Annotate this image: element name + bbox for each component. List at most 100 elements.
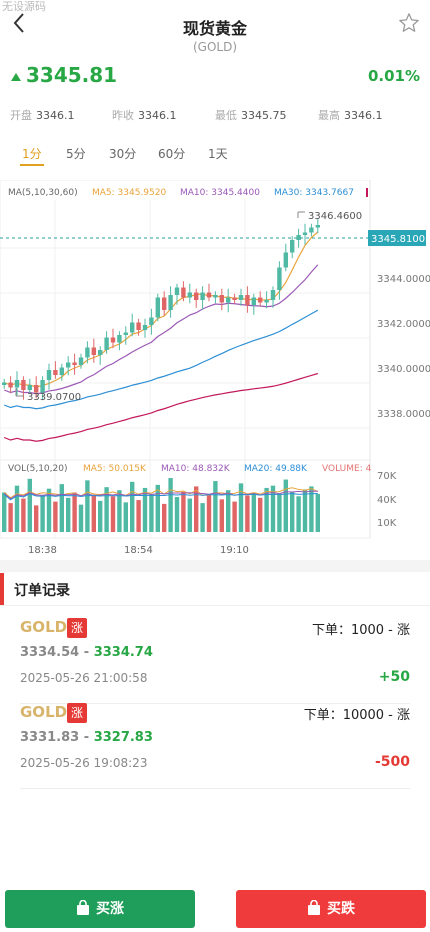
volume-bar [232, 501, 237, 532]
buy-down-button[interactable]: 买跌 [236, 890, 426, 928]
buy-down-label: 买跌 [327, 901, 355, 917]
volume-bar [245, 495, 250, 532]
candle-body [155, 297, 160, 318]
tab-30min[interactable]: 30分 [109, 147, 137, 161]
order-price-separator: - [83, 645, 90, 660]
ma10-line [3, 264, 319, 395]
volume-bar [226, 490, 231, 532]
orders-title: 订单记录 [14, 583, 70, 599]
volume-bar [53, 501, 58, 532]
volume-bar [168, 478, 173, 532]
chevron-left-icon [13, 13, 24, 33]
order-close-price: 3327.83 [93, 730, 153, 745]
vol-legend-ma10: MA10: 48.832K [161, 464, 231, 474]
candle-body [46, 370, 52, 380]
high-marker-label: 3346.4600 [308, 211, 362, 222]
ma-legend-label: MA(5,10,30,60) [8, 188, 78, 198]
order-price-separator: - [83, 730, 90, 745]
candle-body [251, 297, 256, 305]
vol-legend-volume: VOLUME: 4 [322, 464, 372, 474]
order-close-price: 3334.74 [93, 645, 153, 660]
order-item[interactable]: GOLD 涨 下单：10000 - 涨 3331.83 - 3327.83 20… [20, 703, 410, 789]
volume-bar [8, 503, 13, 532]
candle-body [309, 227, 314, 233]
candle-body [302, 232, 308, 235]
candle-body [72, 362, 77, 365]
volume-bar [78, 504, 84, 532]
title-block: 现货黄金 (GOLD) [0, 15, 430, 54]
volume-bar [187, 498, 192, 532]
kline-chart[interactable]: MA(5,10,30,60) MA5: 3345.9520 MA10: 3345.4… [0, 179, 430, 560]
stat-low: 最低 3345.75 [215, 107, 287, 123]
volume-bar [174, 497, 180, 532]
volume-bar [264, 487, 269, 532]
candle-body [98, 350, 103, 355]
back-button[interactable] [12, 12, 32, 36]
vol-axis-label: 10K [377, 518, 397, 529]
volume-bar [14, 485, 20, 532]
candle-body [14, 380, 20, 388]
candle-body [232, 297, 237, 300]
candle-body [59, 367, 64, 375]
shopping-bag-icon [308, 900, 320, 915]
volume-bar [213, 481, 218, 532]
volume-bar [110, 496, 116, 532]
price-axis-label: 3342.0000 [377, 319, 430, 330]
vol-ma20-line [3, 492, 318, 501]
price-axis-label: 3344.0000 [377, 274, 430, 285]
time-axis-label: 19:10 [220, 545, 249, 556]
current-price: 3345.81 [26, 63, 118, 87]
time-axis-label: 18:38 [28, 545, 57, 556]
volume-bar [181, 491, 186, 532]
volume-bar [162, 503, 167, 532]
order-open-price: 3334.54 [20, 645, 80, 660]
stat-label: 最高 [318, 109, 340, 122]
ma-legend-ma30: MA30: 3343.7667 [274, 188, 354, 198]
buy-up-label: 买涨 [96, 901, 124, 917]
candle-body [200, 292, 205, 300]
order-time: 2025-05-26 21:00:58 [20, 671, 148, 685]
vol-axis-label: 40K [377, 495, 397, 506]
candle-body [123, 332, 128, 335]
order-time: 2025-05-26 19:08:23 [20, 756, 148, 770]
stat-value: 3346.1 [36, 109, 75, 122]
vol-axis-label: 70K [377, 471, 397, 482]
volume-bar [117, 490, 122, 532]
order-item[interactable]: GOLD 涨 下单：1000 - 涨 3334.54 - 3334.74 202… [20, 618, 410, 704]
candle-body [187, 292, 192, 298]
volume-bar [251, 492, 256, 532]
volume-bar [104, 487, 109, 532]
candle-body [110, 337, 116, 343]
corner-watermark-text: 无设源码 [2, 0, 46, 13]
candle-body [206, 292, 212, 298]
order-direction-badge: 涨 [67, 618, 87, 638]
stat-high: 最高 3346.1 [318, 107, 383, 123]
stat-open: 开盘 3346.1 [10, 107, 75, 123]
price-change-percent: 0.01% [367, 67, 420, 85]
page-subtitle: (GOLD) [192, 40, 238, 54]
favorite-button[interactable] [398, 12, 420, 34]
ma5-line [3, 231, 319, 388]
candle-body [91, 347, 96, 355]
kline-chart-svg: MA(5,10,30,60) MA5: 3345.9520 MA10: 3345.4… [0, 179, 430, 556]
tab-1min[interactable]: 1分 [22, 147, 42, 161]
order-pnl: -500 [374, 754, 410, 770]
stat-label: 昨收 [112, 109, 134, 122]
volume-bar [219, 499, 224, 532]
price-axis-label: 3340.0000 [377, 364, 430, 375]
volume-bar [59, 484, 64, 532]
tab-5min[interactable]: 5分 [66, 147, 86, 161]
ma30-line [3, 309, 319, 410]
volume-bar [302, 489, 308, 532]
orders-header: 订单记录 [0, 572, 430, 606]
candle-body [130, 322, 135, 333]
order-pnl: +50 [378, 669, 410, 685]
volume-bar [85, 480, 90, 532]
volume-bar [72, 492, 77, 532]
up-arrow-icon [11, 73, 21, 81]
candle-body [238, 295, 244, 300]
tab-60min[interactable]: 60分 [158, 147, 186, 161]
candle-body [283, 252, 288, 268]
buy-up-button[interactable]: 买涨 [5, 890, 195, 928]
tab-1day[interactable]: 1天 [208, 147, 228, 161]
